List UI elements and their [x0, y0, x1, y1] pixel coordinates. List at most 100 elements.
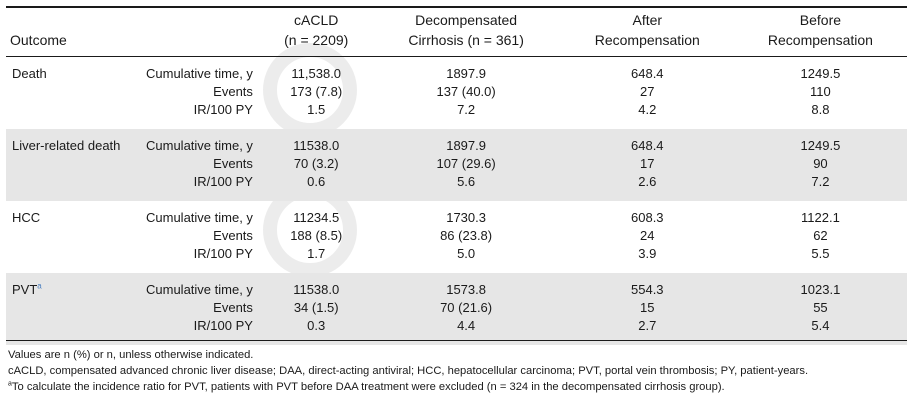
- cell-cacld: 1.5: [307, 102, 326, 117]
- measure-label: Cumulative time, y: [142, 273, 261, 299]
- cell-cacld: 188 (8.5): [290, 228, 343, 243]
- table-header: Outcome cACLD (n = 2209) Decompensated C…: [6, 6, 907, 57]
- group-liver-related-death: Liver-related death Cumulative time, y 1…: [6, 129, 907, 201]
- cell-cacld: 11538.0: [260, 273, 372, 299]
- header-after-sub: Recompensation: [594, 32, 700, 48]
- table-row: Events 70 (3.2) 107 (29.6) 17 90: [6, 155, 907, 173]
- header-decompensated: Decompensated Cirrhosis (n = 361): [371, 6, 561, 57]
- header-after-recompensation: After Recompensation: [560, 6, 734, 57]
- cell-after: 17: [560, 155, 734, 173]
- table-bottom-rule: [6, 340, 907, 341]
- outcome-name-text: PVT: [12, 282, 38, 297]
- outcome-name-empty: [6, 101, 142, 129]
- outcomes-table: Outcome cACLD (n = 2209) Decompensated C…: [6, 6, 907, 345]
- measure-label: IR/100 PY: [193, 246, 253, 261]
- footnote-pvt-text: To calculate the incidence ratio for PVT…: [11, 381, 725, 393]
- header-row: Outcome cACLD (n = 2209) Decompensated C…: [6, 6, 907, 57]
- cell-cacld: 34 (1.5): [260, 299, 372, 317]
- cell-cacld: 11,538.0: [291, 66, 342, 81]
- cell-after: 4.2: [638, 102, 657, 117]
- cell-before: 90: [733, 155, 907, 173]
- table-row: HCC Cumulative time, y 11234.5 1730.3 60…: [6, 201, 907, 227]
- table-row: PVTa Cumulative time, y 11538.0 1573.8 5…: [6, 273, 907, 299]
- measure-label: Events: [142, 155, 261, 173]
- cell-decompensated: 1897.9: [446, 66, 486, 81]
- cell-decompensated: 1573.8: [371, 273, 561, 299]
- header-after-title: After: [632, 12, 663, 28]
- cell-decompensated: 5.6: [371, 173, 561, 201]
- table-row: IR/100 PY 0.6 5.6 2.6 7.2: [6, 173, 907, 201]
- table-row: Events 34 (1.5) 70 (21.6) 15 55: [6, 299, 907, 317]
- measure-label: IR/100 PY: [193, 102, 253, 117]
- table-row: IR/100 PY 1.5 7.2 4.2 8.8: [6, 101, 907, 129]
- header-cacld-title: cACLD: [294, 12, 339, 28]
- cell-decompensated: 107 (29.6): [371, 155, 561, 173]
- cell-before: 1023.1: [733, 273, 907, 299]
- outcome-name: Liver-related death: [6, 129, 142, 155]
- measure-label: Cumulative time, y: [146, 66, 253, 81]
- group-hcc: HCC Cumulative time, y 11234.5 1730.3 60…: [6, 201, 907, 273]
- cell-decompensated: 137 (40.0): [436, 84, 496, 99]
- header-decompensated-n: Cirrhosis (n = 361): [408, 32, 524, 48]
- outcome-name: Death: [12, 66, 47, 81]
- cell-after: 3.9: [638, 246, 657, 261]
- table-row: Events 188 (8.5) 86 (23.8) 24 62: [6, 227, 907, 245]
- cell-after: 554.3: [560, 273, 734, 299]
- outcome-name: HCC: [12, 210, 41, 225]
- header-before-recompensation: Before Recompensation: [733, 6, 907, 57]
- cell-decompensated: 1730.3: [446, 210, 486, 225]
- cell-after: 608.3: [631, 210, 664, 225]
- cell-cacld: 173 (7.8): [290, 84, 343, 99]
- cell-decompensated: 1897.9: [371, 129, 561, 155]
- table-row: Liver-related death Cumulative time, y 1…: [6, 129, 907, 155]
- cell-before: 5.5: [811, 246, 830, 261]
- header-measure: [142, 6, 261, 57]
- outcome-name-empty: [6, 299, 142, 317]
- footnote-pvt-mark: a: [8, 380, 12, 388]
- cell-decompensated: 7.2: [457, 102, 476, 117]
- cell-before: 1249.5: [800, 66, 841, 81]
- header-before-sub: Recompensation: [767, 32, 873, 48]
- cell-after: 648.4: [560, 129, 734, 155]
- header-cacld: cACLD (n = 2209): [260, 6, 372, 57]
- cell-cacld: 0.6: [260, 173, 372, 201]
- cell-before: 7.2: [733, 173, 907, 201]
- table-row: IR/100 PY 1.7 5.0 3.9 5.5: [6, 245, 907, 273]
- cell-decompensated: 86 (23.8): [440, 228, 493, 243]
- header-outcome: Outcome: [6, 6, 142, 57]
- outcome-name-empty: [6, 227, 142, 245]
- outcome-name-empty: [6, 245, 142, 273]
- cell-before: 55: [733, 299, 907, 317]
- outcome-name-empty: [6, 155, 142, 173]
- cell-before: 62: [813, 228, 828, 243]
- cell-before: 8.8: [811, 102, 830, 117]
- cell-decompensated: 5.0: [457, 246, 476, 261]
- footnote-values: Values are n (%) or n, unless otherwise …: [8, 349, 254, 361]
- cell-decompensated: 70 (21.6): [371, 299, 561, 317]
- cell-cacld: 1.7: [307, 246, 326, 261]
- outcome-name-empty: [6, 83, 142, 101]
- footnote-mark: a: [37, 281, 42, 291]
- measure-label: Events: [213, 84, 253, 99]
- table-row: Events 173 (7.8) 137 (40.0) 27 110: [6, 83, 907, 101]
- cell-before: 110: [810, 84, 831, 99]
- cell-after: 648.4: [631, 66, 664, 81]
- measure-label: Cumulative time, y: [142, 129, 261, 155]
- outcome-name: PVTa: [6, 273, 142, 299]
- cell-cacld: 11234.5: [293, 210, 340, 225]
- cell-before: 1122.1: [801, 210, 840, 225]
- cell-cacld: 11538.0: [260, 129, 372, 155]
- cell-after: 15: [560, 299, 734, 317]
- footnote-abbreviations: cACLD, compensated advanced chronic live…: [8, 365, 809, 377]
- measure-label: Events: [142, 299, 261, 317]
- table-footnotes: Values are n (%) or n, unless otherwise …: [8, 347, 908, 395]
- measure-label: Cumulative time, y: [146, 210, 253, 225]
- table-row: Death Cumulative time, y 11,538.0 1897.9…: [6, 57, 907, 84]
- group-death: Death Cumulative time, y 11,538.0 1897.9…: [6, 57, 907, 130]
- cell-after: 2.6: [560, 173, 734, 201]
- cell-after: 24: [640, 228, 655, 243]
- measure-label: Events: [213, 228, 253, 243]
- cell-cacld: 70 (3.2): [260, 155, 372, 173]
- header-cacld-n: (n = 2209): [284, 32, 349, 48]
